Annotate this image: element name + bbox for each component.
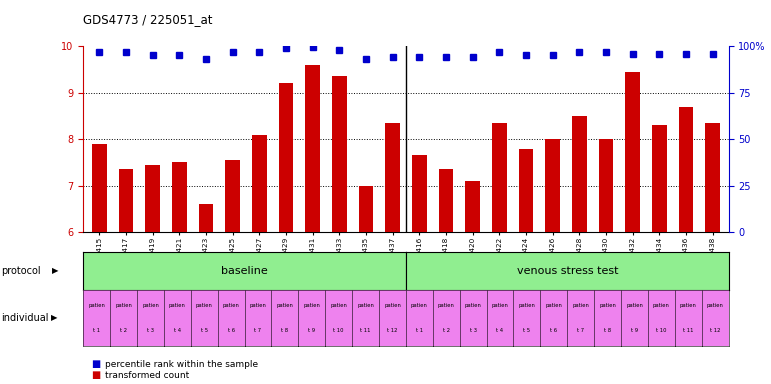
Text: patien: patien [707, 303, 724, 308]
Text: patien: patien [572, 303, 589, 308]
Text: t 10: t 10 [656, 328, 667, 333]
Text: t 9: t 9 [308, 328, 315, 333]
Text: patien: patien [88, 303, 105, 308]
Bar [625, 72, 640, 232]
Bar [199, 204, 214, 232]
Text: percentile rank within the sample: percentile rank within the sample [105, 360, 258, 369]
Text: t 3: t 3 [470, 328, 476, 333]
Bar [386, 123, 400, 232]
Text: t 6: t 6 [550, 328, 557, 333]
Text: protocol: protocol [2, 266, 41, 276]
Text: patien: patien [330, 303, 347, 308]
Text: ■: ■ [91, 359, 100, 369]
Bar [519, 149, 534, 232]
Text: venous stress test: venous stress test [517, 266, 618, 276]
Text: t 2: t 2 [443, 328, 449, 333]
Text: t 6: t 6 [227, 328, 234, 333]
Text: t 4: t 4 [173, 328, 181, 333]
Text: t 8: t 8 [604, 328, 611, 333]
Text: t 5: t 5 [524, 328, 530, 333]
Text: t 1: t 1 [93, 328, 100, 333]
Text: patien: patien [277, 303, 294, 308]
Text: patien: patien [384, 303, 401, 308]
Text: patien: patien [680, 303, 697, 308]
Text: ■: ■ [91, 370, 100, 380]
Text: t 11: t 11 [683, 328, 693, 333]
Text: patien: patien [357, 303, 374, 308]
Text: patien: patien [626, 303, 643, 308]
Bar [439, 169, 453, 232]
Bar [92, 144, 106, 232]
Text: patien: patien [142, 303, 159, 308]
Text: t 7: t 7 [577, 328, 584, 333]
Text: patien: patien [545, 303, 562, 308]
Text: patien: patien [223, 303, 240, 308]
Text: patien: patien [518, 303, 535, 308]
Text: t 3: t 3 [147, 328, 154, 333]
Text: t 1: t 1 [416, 328, 423, 333]
Text: individual: individual [2, 313, 49, 323]
Text: ▶: ▶ [51, 313, 57, 322]
Text: t 12: t 12 [710, 328, 720, 333]
Bar [305, 65, 320, 232]
Bar [652, 125, 667, 232]
Text: patien: patien [303, 303, 320, 308]
Text: patien: patien [169, 303, 186, 308]
Text: GDS4773 / 225051_at: GDS4773 / 225051_at [83, 13, 213, 26]
Text: transformed count: transformed count [105, 371, 189, 380]
Text: ▶: ▶ [52, 266, 59, 275]
Text: baseline: baseline [221, 266, 268, 276]
Text: patien: patien [653, 303, 670, 308]
Bar [225, 160, 240, 232]
Text: patien: patien [599, 303, 616, 308]
Text: t 9: t 9 [631, 328, 638, 333]
Bar [705, 123, 720, 232]
Bar [252, 134, 267, 232]
Bar [278, 83, 293, 232]
Text: t 10: t 10 [334, 328, 344, 333]
Text: patien: patien [115, 303, 132, 308]
Text: t 5: t 5 [200, 328, 208, 333]
Text: t 8: t 8 [281, 328, 288, 333]
Text: patien: patien [465, 303, 482, 308]
Bar [678, 107, 693, 232]
Text: t 12: t 12 [387, 328, 398, 333]
Text: patien: patien [411, 303, 428, 308]
Bar [465, 181, 480, 232]
Text: patien: patien [438, 303, 455, 308]
Bar [172, 162, 187, 232]
Bar [359, 186, 373, 232]
Text: t 7: t 7 [254, 328, 261, 333]
Text: patien: patien [196, 303, 213, 308]
Text: patien: patien [492, 303, 509, 308]
Bar [332, 76, 347, 232]
Bar [492, 123, 507, 232]
Bar [572, 116, 587, 232]
Text: patien: patien [250, 303, 267, 308]
Text: t 11: t 11 [360, 328, 371, 333]
Text: t 2: t 2 [120, 328, 127, 333]
Bar [145, 165, 160, 232]
Text: t 4: t 4 [497, 328, 503, 333]
Bar [545, 139, 560, 232]
Bar [412, 156, 426, 232]
Bar [598, 139, 613, 232]
Bar [119, 169, 133, 232]
